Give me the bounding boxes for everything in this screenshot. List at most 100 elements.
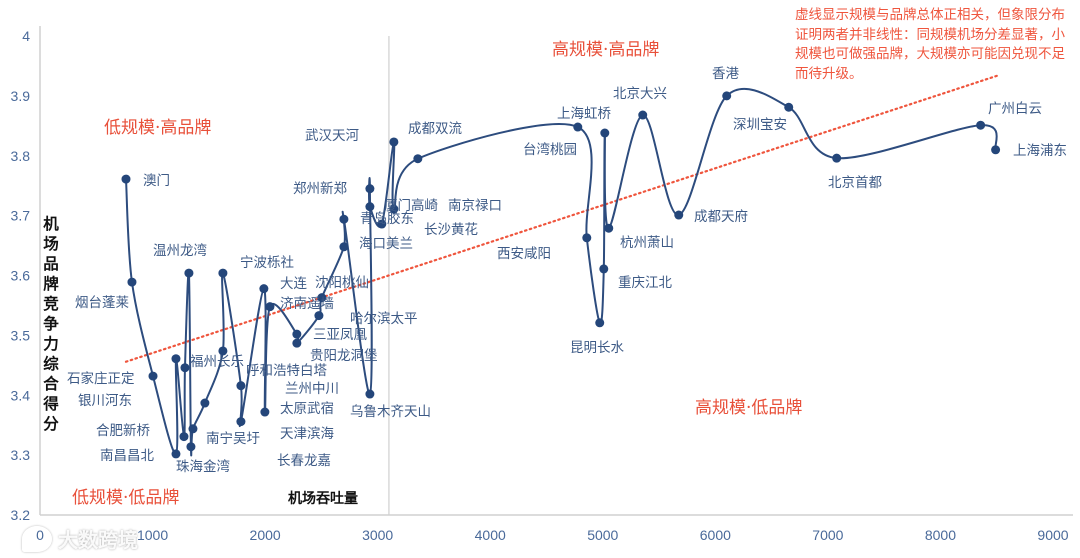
data-point [832,153,842,163]
data-point [600,128,610,138]
data-point [236,381,246,391]
point-label: 济南遥墙 [280,296,334,312]
data-point [317,293,327,303]
point-label: 广州白云 [988,101,1042,117]
point-label: 北京大兴 [613,86,667,102]
point-label: 成都双流 [408,121,462,137]
data-point [413,154,423,164]
data-point [991,145,1001,155]
point-label: 乌鲁木齐天山 [350,404,431,420]
point-label: 沈阳桃仙 [315,275,369,291]
point-label: 福州长乐 [190,354,244,370]
point-label: 北京首都 [828,175,882,191]
data-point [218,268,228,278]
x-tick-label: 7000 [812,527,843,543]
point-label: 银川河东 [78,393,132,409]
data-point [186,442,196,452]
x-axis-title: 机场吞吐量 [288,491,358,507]
trendline [124,73,1001,363]
data-point [184,268,194,278]
y-tick-label: 3.6 [11,268,31,284]
data-point [389,137,399,147]
data-point [638,110,648,120]
annotation-text: 虚线显示规模与品牌总体正相关，但象限分布证明两者并非线性：同规模机场分差显著，小… [795,7,1065,82]
data-point [218,346,228,356]
data-point [784,102,794,112]
point-label: 烟台蓬莱 [75,295,129,311]
quadrant-label-high-scale-high-brand: 高规模·高品牌 [552,40,660,60]
quadrant-label-low-scale-high-brand: 低规模·高品牌 [104,118,212,138]
data-point [674,210,684,220]
data-point [604,223,614,233]
point-label: 长沙黄花 [424,222,478,238]
point-label: 合肥新桥 [96,423,150,439]
data-point [148,371,158,381]
trendline-dotted [124,73,1001,363]
point-label: 香港 [712,66,740,82]
quadrant-label-high-scale-low-brand: 高规模·低品牌 [695,398,803,418]
point-label: 郑州新郑 [293,181,347,197]
point-label: 宁波栎社 [240,254,294,271]
point-label: 杭州萧山 [620,235,674,251]
y-tick-label: 3.2 [11,507,31,523]
data-point [339,242,349,252]
data-point [180,363,190,373]
point-label: 南京禄口 [448,198,502,214]
point-label: 珠海金湾 [176,458,230,475]
data-point [260,407,270,417]
x-tick-label: 6000 [700,527,731,543]
data-point [127,277,137,287]
data-point [265,302,275,312]
point-label: 海口美兰 [359,236,413,252]
data-point [365,202,375,212]
point-label: 深圳宝安 [733,117,787,133]
point-label: 哈尔滨太平 [350,311,418,327]
data-point [339,214,349,224]
point-label: 呼和浩特白塔 [246,363,327,379]
data-point [121,174,131,184]
axes: 3.23.33.43.53.63.73.83.940 1000 2000 3000 40… [11,26,1073,543]
point-label: 上海虹桥 [557,106,611,122]
data-point [573,122,583,132]
series-line [121,87,1001,459]
data-point [599,264,609,274]
point-label: 武汉天河 [305,128,359,144]
y-tick-label: 3.8 [11,148,31,164]
data-point [292,329,302,339]
watermark: 大数跨境 [22,524,138,553]
x-tick-label: 5000 [587,527,618,543]
point-label: 南宁吴圩 [206,430,260,447]
x-tick-label: 8000 [925,527,956,543]
data-point [365,389,375,399]
data-point [259,284,269,294]
y-tick-label: 3.9 [11,88,31,104]
data-point [377,219,387,229]
point-label: 台湾桃园 [523,141,577,158]
point-label: 三亚凤凰 [313,327,367,343]
point-label: 长春龙嘉 [277,453,331,469]
watermark-text: 大数跨境 [58,528,138,552]
data-point [595,318,605,328]
y-axis-title: 机场品牌竞争力综合得分 [43,215,59,433]
data-point [292,338,302,348]
quadrant-label-low-scale-low-brand: 低规模·低品牌 [72,488,180,508]
x-tick-label: 9000 [1037,527,1068,543]
data-point [236,417,246,427]
point-label: 重庆江北 [618,275,672,291]
point-label: 贵阳龙洞堡 [310,348,378,364]
y-tick-label: 3.7 [11,208,31,224]
data-point [976,120,986,130]
data-point [314,311,324,321]
point-label: 温州龙湾 [153,242,207,259]
x-tick-label: 2000 [250,527,281,543]
x-tick-label: 1000 [137,527,168,543]
point-label: 兰州中川 [285,381,339,397]
x-tick-label: 4000 [475,527,506,543]
point-label: 石家庄正定 [67,370,135,387]
data-point [179,432,189,442]
point-labels: 澳门烟台蓬莱石家庄正定南昌昌北银川河东合肥新桥兰州中川温州龙湾珠海金湾天津滨海长… [67,66,1067,475]
point-label: 成都天府 [694,209,748,225]
x-tick-label: 3000 [362,527,393,543]
data-point [171,449,181,459]
